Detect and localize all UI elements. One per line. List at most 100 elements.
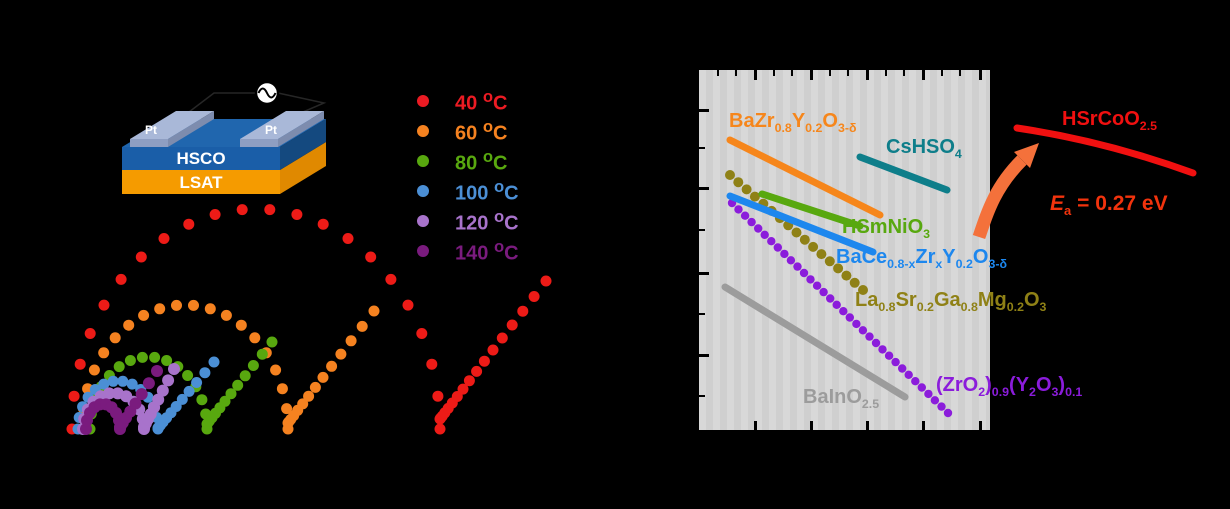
data-point bbox=[84, 328, 96, 339]
data-point bbox=[517, 305, 529, 317]
data-point bbox=[754, 224, 763, 233]
data-point bbox=[898, 364, 907, 373]
data-point bbox=[917, 383, 926, 392]
legend-item-120c: 120 oC bbox=[417, 207, 519, 234]
data-point bbox=[303, 390, 315, 402]
data-point bbox=[749, 191, 760, 202]
data-point bbox=[891, 357, 900, 367]
data-point bbox=[734, 205, 743, 214]
data-point bbox=[98, 378, 110, 390]
data-point bbox=[196, 394, 208, 406]
legend-dot-icon bbox=[417, 125, 429, 137]
data-point bbox=[819, 287, 828, 297]
material-label-zro2-0-9-y2o3-0-1: (ZrO2)0.9(Y2O3)0.1 bbox=[936, 374, 1083, 399]
data-point bbox=[904, 370, 913, 379]
data-point bbox=[208, 356, 220, 368]
data-point bbox=[780, 249, 789, 259]
data-point bbox=[209, 209, 221, 220]
material-label-baino2-5: BaInO2.5 bbox=[803, 386, 880, 411]
electrode1-top bbox=[130, 111, 214, 139]
data-line bbox=[721, 283, 909, 401]
data-point bbox=[232, 379, 244, 391]
legend-dot-icon bbox=[417, 95, 429, 107]
data-point bbox=[342, 233, 354, 244]
data-point bbox=[773, 243, 782, 252]
data-point bbox=[126, 378, 138, 390]
data-point bbox=[858, 285, 868, 295]
data-point bbox=[884, 351, 894, 360]
electrode2-side bbox=[278, 111, 324, 147]
x-axis-major-tick bbox=[979, 421, 982, 430]
x-axis-minor-tick bbox=[717, 70, 719, 76]
data-point bbox=[204, 303, 216, 315]
data-point bbox=[220, 309, 232, 321]
data-point bbox=[225, 388, 237, 400]
data-point bbox=[760, 230, 769, 239]
data-point bbox=[432, 390, 444, 402]
electrode1-front bbox=[130, 139, 168, 147]
data-point bbox=[487, 344, 499, 356]
data-point bbox=[182, 370, 194, 381]
data-point bbox=[471, 365, 483, 377]
x-axis-major-tick bbox=[866, 421, 869, 430]
material-line-zro2-0-9-y2o3-0-1 bbox=[727, 198, 953, 418]
legend-label: 100 oC bbox=[455, 176, 519, 205]
data-point bbox=[741, 184, 752, 195]
nyquist-series-group bbox=[66, 204, 552, 435]
data-point bbox=[281, 403, 293, 415]
data-point bbox=[852, 319, 861, 329]
data-point bbox=[136, 351, 148, 363]
substrate-side bbox=[280, 142, 326, 194]
data-point bbox=[878, 345, 887, 354]
data-point bbox=[264, 204, 276, 216]
legend-item-40c: 40 oC bbox=[417, 87, 507, 114]
data-point bbox=[478, 355, 490, 367]
data-point bbox=[725, 170, 735, 180]
data-point bbox=[297, 398, 309, 410]
data-point bbox=[845, 313, 854, 322]
data-point bbox=[786, 256, 796, 265]
data-point bbox=[402, 299, 414, 311]
data-point bbox=[463, 375, 475, 387]
x-axis-minor-tick bbox=[941, 70, 943, 76]
data-point bbox=[103, 387, 116, 400]
data-point bbox=[924, 389, 933, 399]
y-axis-minor-tick bbox=[699, 147, 705, 149]
legend-label: 60 oC bbox=[455, 116, 508, 145]
substrate-label: LSAT bbox=[179, 173, 223, 192]
data-line bbox=[1013, 124, 1197, 177]
data-point bbox=[356, 320, 368, 332]
material-line-bace0-8-xzrxy0-2o3-d bbox=[726, 192, 877, 256]
legend-item-100c: 100 oC bbox=[417, 176, 519, 205]
data-point bbox=[943, 408, 953, 418]
data-point bbox=[385, 273, 397, 285]
x-axis-minor-tick bbox=[885, 70, 887, 76]
data-point bbox=[162, 374, 175, 387]
data-point bbox=[151, 365, 163, 377]
data-point bbox=[799, 234, 810, 245]
substrate-front bbox=[122, 170, 280, 194]
data-point bbox=[767, 237, 776, 246]
film-label: HSCO bbox=[176, 149, 225, 168]
arrhenius-plot-area bbox=[696, 67, 993, 433]
x-axis-minor-tick bbox=[903, 70, 905, 76]
data-point bbox=[309, 381, 321, 393]
data-point bbox=[113, 361, 125, 373]
y-axis-major-tick bbox=[699, 187, 709, 190]
legend-dot-icon bbox=[417, 245, 429, 257]
data-point bbox=[129, 397, 142, 410]
data-point bbox=[865, 332, 874, 341]
activation-energy-annotation: Ea = 0.27 eV bbox=[1050, 192, 1168, 219]
data-point bbox=[270, 364, 282, 376]
data-line bbox=[758, 190, 864, 230]
x-axis-minor-tick bbox=[791, 70, 793, 76]
data-point bbox=[937, 402, 946, 411]
data-point bbox=[930, 396, 940, 405]
data-point bbox=[149, 351, 161, 363]
data-point bbox=[345, 335, 357, 347]
data-point bbox=[199, 367, 211, 379]
x-axis-minor-tick bbox=[829, 70, 831, 76]
data-point bbox=[806, 275, 815, 284]
